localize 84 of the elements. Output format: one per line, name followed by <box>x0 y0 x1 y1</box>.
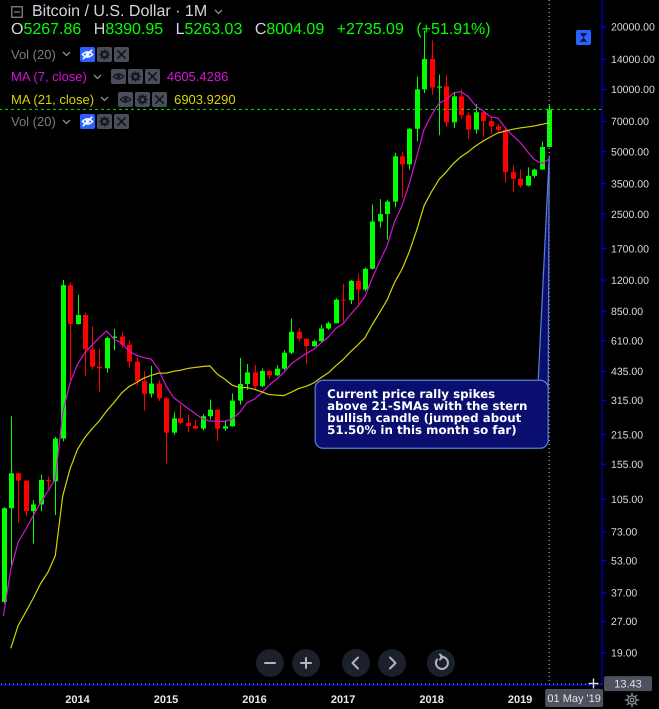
x-tick-label: 2015 <box>154 694 178 706</box>
annotation: 4605.4286 <box>166 69 228 84</box>
chart-title: Bitcoin / U.S. Dollar · 1M <box>32 3 208 20</box>
y-tick-label: 315.00 <box>611 395 644 408</box>
y-tick-label: 14000.00 <box>611 54 655 66</box>
candlestick <box>334 298 339 324</box>
candlestick <box>127 340 132 368</box>
candlestick <box>341 283 346 322</box>
candlestick <box>297 328 302 342</box>
candlestick <box>282 350 287 371</box>
candlestick <box>385 199 390 240</box>
y-tick-label: 435.00 <box>611 366 644 378</box>
y-tick-label: 53.00 <box>611 555 638 568</box>
y-tick-label: 850.00 <box>611 306 644 318</box>
candlestick <box>304 338 309 365</box>
candlestick <box>238 357 243 406</box>
candlestick <box>349 280 354 304</box>
candlestick <box>459 88 464 120</box>
candlestick <box>526 166 531 187</box>
candlestick <box>31 500 36 544</box>
candlestick <box>90 326 95 370</box>
y-tick-label: 19.00 <box>611 648 638 660</box>
candlestick <box>135 357 140 386</box>
annotation: Vol (20) <box>11 114 56 129</box>
text: 01 May '19 <box>547 693 601 705</box>
candlestick <box>16 472 21 523</box>
candlestick <box>142 370 147 412</box>
candlestick <box>540 140 545 170</box>
candlestick <box>532 168 537 179</box>
y-tick-label: 1200.00 <box>611 274 650 287</box>
candlestick <box>46 476 51 490</box>
y-tick-label: 2500.00 <box>611 208 650 221</box>
x-tick-label: 2017 <box>330 694 356 706</box>
annotation: Vol (20) <box>11 46 56 62</box>
text: 13.43 <box>614 678 642 691</box>
y-tick-label: 5000.00 <box>611 146 650 158</box>
candlestick <box>149 365 154 398</box>
candlestick <box>363 266 368 292</box>
candlestick <box>260 368 265 388</box>
x-tick-label: 2014 <box>65 694 91 706</box>
candlestick <box>511 164 516 192</box>
candlestick <box>215 408 220 442</box>
y-tick-label: 27.00 <box>611 616 638 628</box>
y-tick-label: 10000.00 <box>611 84 655 96</box>
y-tick-label: 73.00 <box>611 526 638 539</box>
candlestick <box>172 412 177 436</box>
x-tick-label: 2018 <box>419 694 444 706</box>
text: MA (21, close) <box>11 92 94 106</box>
y-tick-label: 215.00 <box>611 429 644 442</box>
candlestick <box>319 324 324 342</box>
candlestick <box>193 420 198 430</box>
x-tick-label: 2019 <box>508 694 532 706</box>
candlestick <box>178 404 183 426</box>
y-tick-label: 20000.00 <box>611 22 655 34</box>
candlestick <box>157 380 162 402</box>
candlestick <box>400 151 405 198</box>
candlestick <box>208 398 213 420</box>
candlestick <box>489 116 494 134</box>
annotation: Current price rally spikes above 21-SMAs with the stern bullish candle (jumped about 51.50% in this month so far) <box>327 387 528 438</box>
candlestick <box>76 294 81 326</box>
y-tick-label: 37.00 <box>611 588 638 600</box>
candlestick <box>378 198 383 228</box>
y-tick-label: 7000.00 <box>611 116 650 128</box>
candlestick <box>466 112 471 140</box>
candlestick <box>474 103 479 134</box>
candlestick <box>253 364 258 390</box>
text: O5267.86 H8390.95 L5263.03 C8004.09 +2735.09 (+51.91%) <box>11 21 491 38</box>
candlestick <box>481 112 486 138</box>
candlestick <box>97 348 102 392</box>
y-tick-label: 1700.00 <box>611 243 650 256</box>
y-tick-label: 105.00 <box>611 494 644 506</box>
candlestick <box>275 364 280 377</box>
candlestick <box>518 169 523 188</box>
candlestick <box>289 318 294 355</box>
y-tick-label: 155.00 <box>611 458 644 471</box>
candlestick <box>201 414 206 431</box>
y-tick-label: 3500.00 <box>611 178 650 190</box>
annotation: 6903.9290 <box>174 92 236 106</box>
x-tick-label: 2016 <box>242 694 267 706</box>
candlestick <box>356 273 361 306</box>
text: MA (7, close) <box>11 69 87 84</box>
candlestick <box>245 363 250 390</box>
y-tick-label: 610.00 <box>611 336 644 348</box>
candlestick <box>186 414 191 433</box>
